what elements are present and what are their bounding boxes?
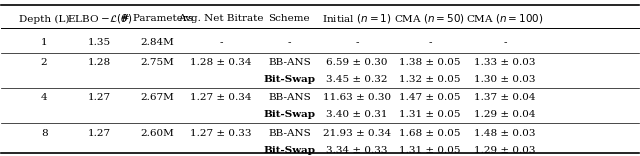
Text: # Parameters: # Parameters [121,15,193,24]
Text: 2.84M: 2.84M [140,38,174,47]
Text: 1.31 ± 0.05: 1.31 ± 0.05 [399,146,461,155]
Text: 1.30 ± 0.03: 1.30 ± 0.03 [474,75,536,84]
Text: 1.29 ± 0.04: 1.29 ± 0.04 [474,110,536,119]
Text: 1.27 ± 0.33: 1.27 ± 0.33 [190,129,252,138]
Text: 1.33 ± 0.03: 1.33 ± 0.03 [474,58,536,67]
Text: 1.35: 1.35 [88,38,111,47]
Text: 1.29 ± 0.03: 1.29 ± 0.03 [474,146,536,155]
Text: 1.27 ± 0.34: 1.27 ± 0.34 [190,93,252,102]
Text: 3.34 ± 0.33: 3.34 ± 0.33 [326,146,388,155]
Text: Bit-Swap: Bit-Swap [263,75,316,84]
Text: 1.48 ± 0.03: 1.48 ± 0.03 [474,129,536,138]
Text: 2.75M: 2.75M [140,58,174,67]
Text: CMA $(n = 50)$: CMA $(n = 50)$ [394,12,465,25]
Text: 2: 2 [41,58,47,67]
Text: 1.31 ± 0.05: 1.31 ± 0.05 [399,110,461,119]
Text: BB-ANS: BB-ANS [268,129,311,138]
Text: Depth (L): Depth (L) [19,15,69,24]
Text: 8: 8 [41,129,47,138]
Text: 21.93 ± 0.34: 21.93 ± 0.34 [323,129,391,138]
Text: Scheme: Scheme [269,15,310,24]
Text: 1.47 ± 0.05: 1.47 ± 0.05 [399,93,461,102]
Text: 1.27: 1.27 [88,129,111,138]
Text: 1.32 ± 0.05: 1.32 ± 0.05 [399,75,461,84]
Text: BB-ANS: BB-ANS [268,58,311,67]
Text: Bit-Swap: Bit-Swap [263,110,316,119]
Text: 1: 1 [41,38,47,47]
Text: -: - [428,38,431,47]
Text: 1.28: 1.28 [88,58,111,67]
Text: 6.59 ± 0.30: 6.59 ± 0.30 [326,58,388,67]
Text: -: - [504,38,507,47]
Text: 1.68 ± 0.05: 1.68 ± 0.05 [399,129,461,138]
Text: CMA $(n = 100)$: CMA $(n = 100)$ [467,12,544,25]
Text: ELBO $-\mathcal{L}(\theta)$: ELBO $-\mathcal{L}(\theta)$ [67,12,132,25]
Text: -: - [287,38,291,47]
Text: 1.38 ± 0.05: 1.38 ± 0.05 [399,58,461,67]
Text: 1.28 ± 0.34: 1.28 ± 0.34 [190,58,252,67]
Text: 3.45 ± 0.32: 3.45 ± 0.32 [326,75,388,84]
Text: 4: 4 [41,93,47,102]
Text: Initial $(n = 1)$: Initial $(n = 1)$ [323,12,392,25]
Text: -: - [355,38,359,47]
Text: 1.27: 1.27 [88,93,111,102]
Text: 2.67M: 2.67M [140,93,174,102]
Text: 2.60M: 2.60M [140,129,174,138]
Text: 1.37 ± 0.04: 1.37 ± 0.04 [474,93,536,102]
Text: 3.40 ± 0.31: 3.40 ± 0.31 [326,110,388,119]
Text: Avg. Net Bitrate: Avg. Net Bitrate [179,15,264,24]
Text: Bit-Swap: Bit-Swap [263,146,316,155]
Text: BB-ANS: BB-ANS [268,93,311,102]
Text: -: - [220,38,223,47]
Text: 11.63 ± 0.30: 11.63 ± 0.30 [323,93,391,102]
